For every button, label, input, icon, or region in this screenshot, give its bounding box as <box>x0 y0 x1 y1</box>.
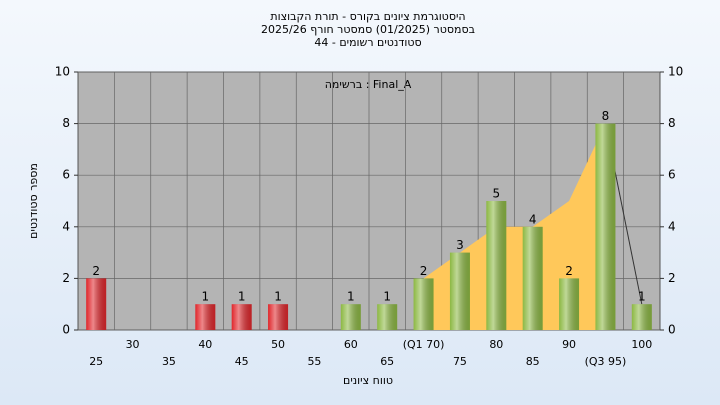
x-tick-label: (Q3 95) <box>585 355 627 368</box>
bar-shine <box>377 304 398 330</box>
bar-shine <box>449 252 470 330</box>
x-tick-label: 30 <box>126 338 140 351</box>
data-label: 1 <box>238 290 246 304</box>
y-tick-label: 10 <box>55 65 70 79</box>
x-tick-label: 40 <box>198 338 212 351</box>
data-label: 4 <box>529 212 537 226</box>
x-tick-label: 50 <box>271 338 285 351</box>
x-tick-label: 80 <box>489 338 503 351</box>
title-line: היסטוגרמת ציונים בקורס - תורת הקבוצות <box>270 10 465 23</box>
x-tick-label: (Q1 70) <box>403 338 445 351</box>
bar-shine <box>340 304 361 330</box>
x-axis-label: טווח ציונים <box>343 374 393 387</box>
data-label: 5 <box>492 187 500 201</box>
y2-tick-label: 4 <box>668 219 676 233</box>
bar-shine <box>413 278 434 330</box>
data-label: 2 <box>565 264 573 278</box>
data-label: 1 <box>201 290 209 304</box>
annotation: ברשימה : Final_A <box>325 78 412 91</box>
y2-tick-label: 2 <box>668 271 676 285</box>
data-label: 1 <box>274 290 282 304</box>
x-tick-label: 75 <box>453 355 467 368</box>
y-axis-label: מספר סטודנטים <box>27 163 40 239</box>
bar-shine <box>522 226 543 330</box>
data-label: 2 <box>92 264 100 278</box>
y2-tick-label: 10 <box>668 65 683 79</box>
title-line: סטודנטים רשומים - 44 <box>314 36 421 49</box>
data-label: 8 <box>602 109 610 123</box>
x-tick-label: 65 <box>380 355 394 368</box>
data-label: 1 <box>638 290 646 304</box>
data-label: 1 <box>383 290 391 304</box>
x-tick-label: 45 <box>235 355 249 368</box>
title-line: בסמסטר (01/2025) סמסטר חורף 2025/26 <box>261 23 475 36</box>
bar-shine <box>486 201 507 330</box>
bar-shine <box>595 123 616 330</box>
data-label: 2 <box>420 264 428 278</box>
data-label: 3 <box>456 238 464 252</box>
x-tick-label: 100 <box>631 338 652 351</box>
x-tick-label: 60 <box>344 338 358 351</box>
bar-shine <box>559 278 580 330</box>
y-tick-label: 8 <box>62 116 70 130</box>
x-tick-label: 55 <box>307 355 321 368</box>
x-tick-label: 90 <box>562 338 576 351</box>
bar-shine <box>268 304 289 330</box>
bar-shine <box>231 304 252 330</box>
y-tick-label: 2 <box>62 271 70 285</box>
x-tick-label: 35 <box>162 355 176 368</box>
bar-shine <box>631 304 652 330</box>
y2-tick-label: 0 <box>668 323 676 337</box>
y-tick-label: 0 <box>62 323 70 337</box>
bar-shine <box>195 304 216 330</box>
data-label: 1 <box>347 290 355 304</box>
y-tick-label: 4 <box>62 219 70 233</box>
y2-tick-label: 8 <box>668 116 676 130</box>
x-tick-label: 25 <box>89 355 103 368</box>
y2-tick-label: 6 <box>668 168 676 182</box>
x-tick-label: 85 <box>526 355 540 368</box>
y-tick-label: 6 <box>62 168 70 182</box>
bar-shine <box>86 278 107 330</box>
